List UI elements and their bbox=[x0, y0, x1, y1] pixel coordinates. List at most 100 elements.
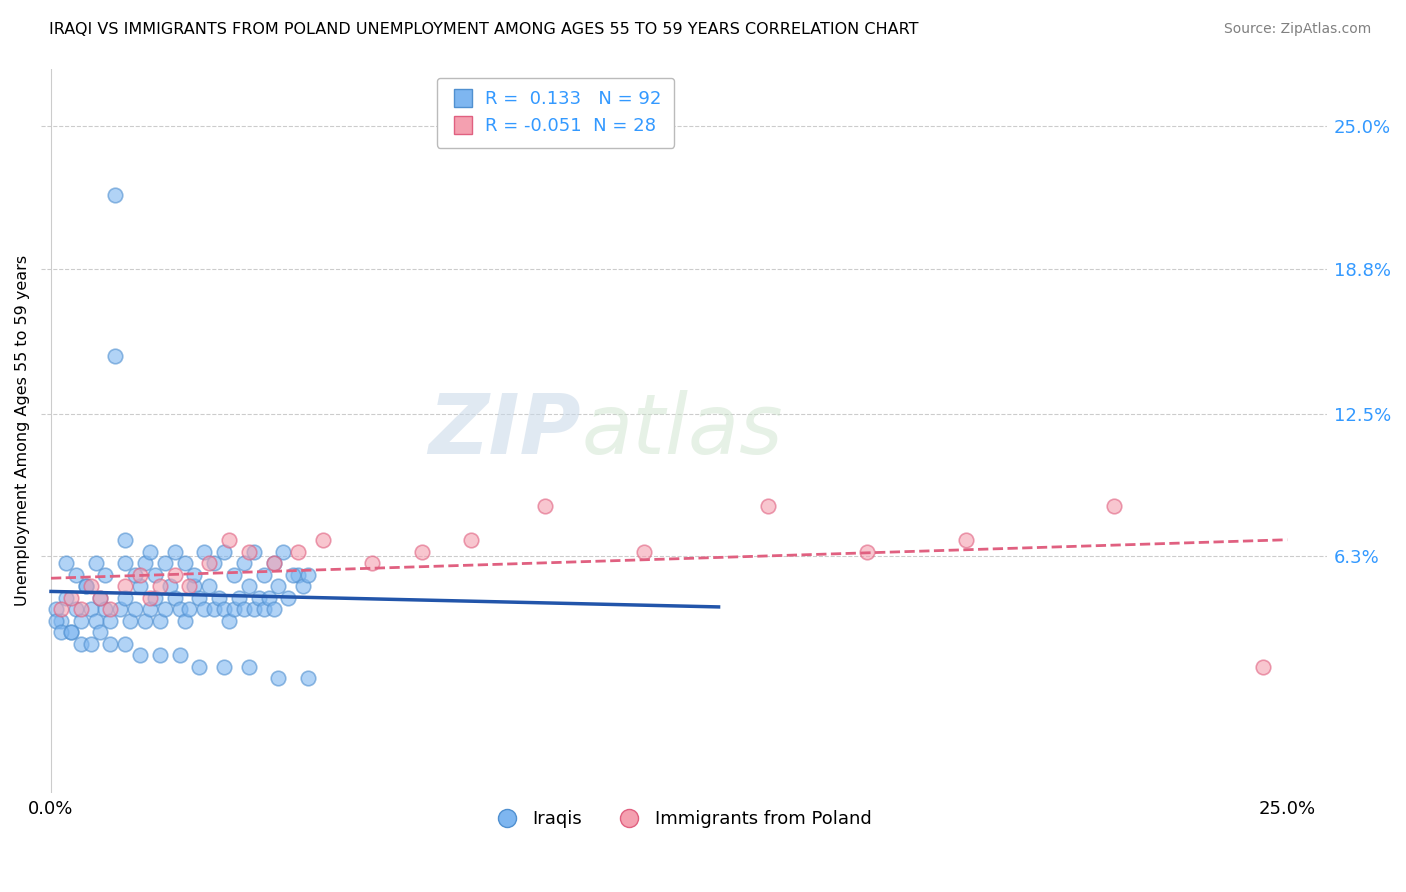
Point bbox=[1251, 660, 1274, 674]
Point bbox=[163, 545, 186, 559]
Point bbox=[232, 556, 254, 570]
Point bbox=[114, 533, 136, 548]
Point bbox=[65, 602, 87, 616]
Point bbox=[173, 614, 195, 628]
Point bbox=[69, 602, 91, 616]
Point bbox=[134, 614, 156, 628]
Point bbox=[84, 556, 107, 570]
Point bbox=[188, 591, 211, 605]
Point bbox=[238, 579, 260, 593]
Point bbox=[297, 567, 319, 582]
Point bbox=[173, 556, 195, 570]
Point bbox=[59, 625, 82, 640]
Point bbox=[267, 671, 290, 685]
Point bbox=[124, 567, 146, 582]
Point bbox=[129, 579, 152, 593]
Point bbox=[273, 545, 295, 559]
Point bbox=[159, 579, 181, 593]
Point bbox=[114, 556, 136, 570]
Point bbox=[120, 614, 142, 628]
Point bbox=[143, 591, 166, 605]
Text: ZIP: ZIP bbox=[429, 391, 581, 472]
Point bbox=[79, 602, 101, 616]
Point bbox=[238, 545, 260, 559]
Point bbox=[267, 579, 290, 593]
Point bbox=[153, 602, 176, 616]
Point bbox=[202, 556, 225, 570]
Point bbox=[179, 579, 201, 593]
Point bbox=[94, 602, 117, 616]
Point bbox=[169, 648, 191, 663]
Point bbox=[79, 637, 101, 651]
Point bbox=[149, 648, 172, 663]
Point bbox=[1102, 499, 1125, 513]
Point bbox=[75, 579, 97, 593]
Text: Source: ZipAtlas.com: Source: ZipAtlas.com bbox=[1223, 22, 1371, 37]
Point bbox=[283, 567, 305, 582]
Point bbox=[222, 602, 245, 616]
Point bbox=[139, 545, 162, 559]
Point bbox=[287, 567, 309, 582]
Point bbox=[247, 591, 270, 605]
Point bbox=[208, 591, 231, 605]
Point bbox=[98, 602, 121, 616]
Point bbox=[263, 602, 285, 616]
Point bbox=[153, 556, 176, 570]
Point bbox=[59, 625, 82, 640]
Point bbox=[49, 602, 72, 616]
Point bbox=[110, 602, 132, 616]
Point bbox=[188, 660, 211, 674]
Point bbox=[253, 602, 276, 616]
Point bbox=[212, 602, 235, 616]
Point bbox=[69, 637, 91, 651]
Point bbox=[59, 591, 82, 605]
Point bbox=[45, 602, 67, 616]
Point bbox=[124, 602, 146, 616]
Point bbox=[955, 533, 977, 548]
Point bbox=[183, 579, 205, 593]
Point bbox=[257, 591, 280, 605]
Point bbox=[312, 533, 335, 548]
Point bbox=[98, 614, 121, 628]
Point bbox=[218, 614, 240, 628]
Point bbox=[139, 591, 162, 605]
Text: atlas: atlas bbox=[581, 391, 783, 472]
Point bbox=[84, 614, 107, 628]
Point bbox=[149, 579, 172, 593]
Point bbox=[89, 625, 111, 640]
Point bbox=[212, 545, 235, 559]
Point bbox=[633, 545, 655, 559]
Point bbox=[149, 614, 172, 628]
Point bbox=[263, 556, 285, 570]
Point bbox=[228, 591, 250, 605]
Point bbox=[242, 602, 264, 616]
Point bbox=[193, 545, 215, 559]
Point bbox=[297, 671, 319, 685]
Point bbox=[114, 637, 136, 651]
Point bbox=[49, 625, 72, 640]
Point bbox=[287, 545, 309, 559]
Point bbox=[79, 579, 101, 593]
Point bbox=[45, 614, 67, 628]
Text: IRAQI VS IMMIGRANTS FROM POLAND UNEMPLOYMENT AMONG AGES 55 TO 59 YEARS CORRELATI: IRAQI VS IMMIGRANTS FROM POLAND UNEMPLOY… bbox=[49, 22, 918, 37]
Point bbox=[460, 533, 482, 548]
Point bbox=[55, 556, 77, 570]
Point bbox=[139, 602, 162, 616]
Point bbox=[756, 499, 779, 513]
Point bbox=[163, 591, 186, 605]
Point bbox=[193, 602, 215, 616]
Point bbox=[218, 533, 240, 548]
Point bbox=[114, 591, 136, 605]
Point bbox=[143, 567, 166, 582]
Point bbox=[198, 579, 221, 593]
Y-axis label: Unemployment Among Ages 55 to 59 years: Unemployment Among Ages 55 to 59 years bbox=[15, 255, 30, 607]
Point bbox=[292, 579, 315, 593]
Point bbox=[179, 602, 201, 616]
Point bbox=[277, 591, 299, 605]
Point bbox=[89, 591, 111, 605]
Point bbox=[65, 567, 87, 582]
Point bbox=[856, 545, 879, 559]
Point bbox=[75, 579, 97, 593]
Point bbox=[202, 602, 225, 616]
Point bbox=[98, 637, 121, 651]
